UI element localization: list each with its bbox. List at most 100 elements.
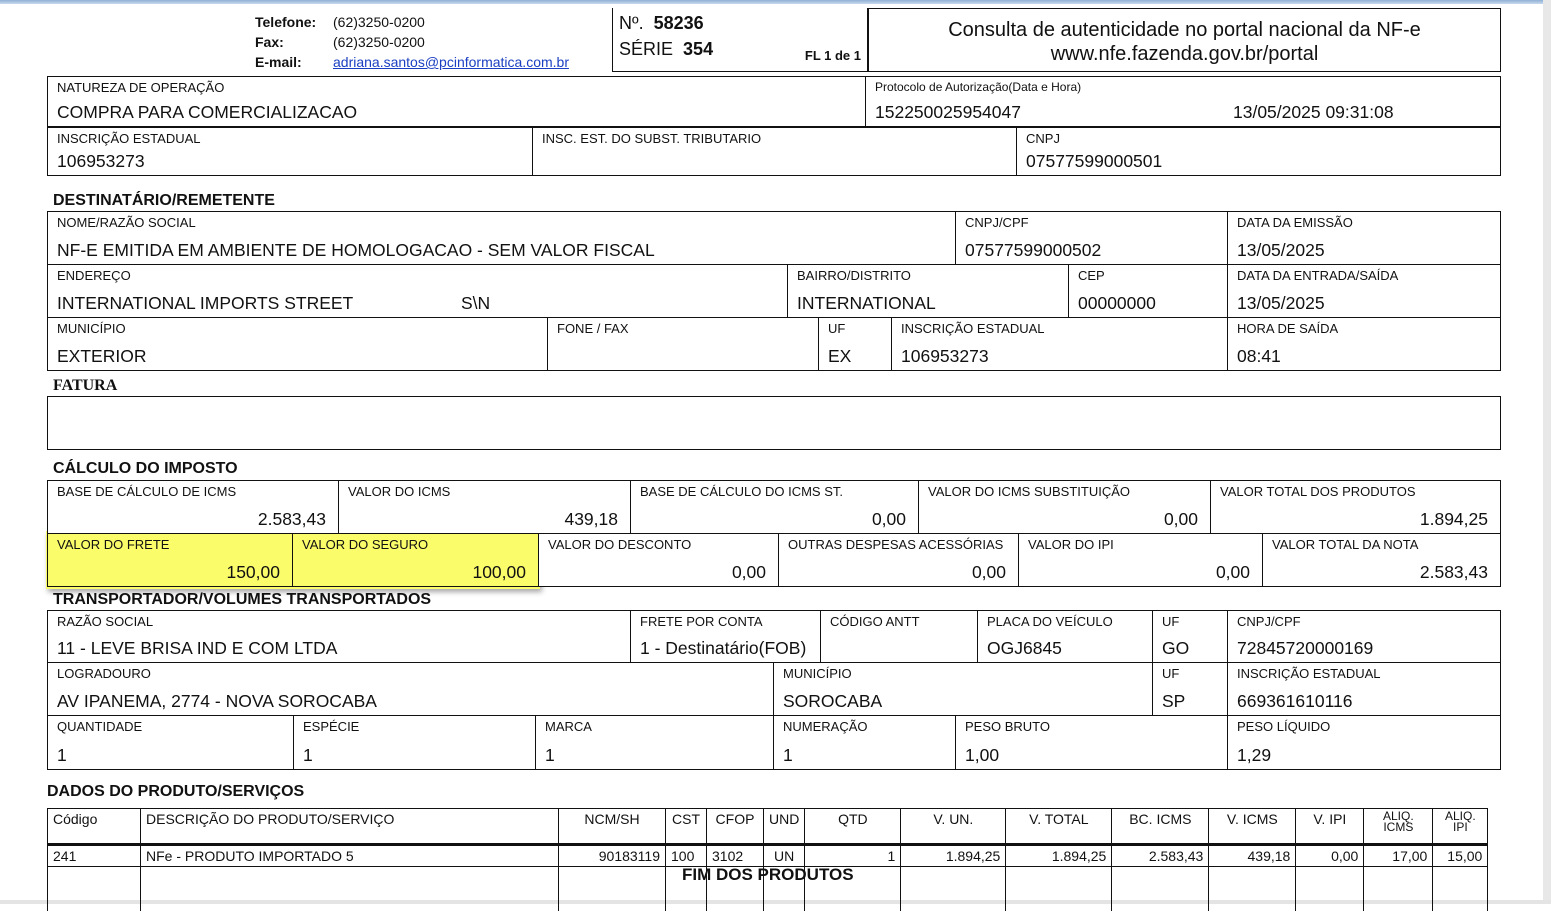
- imposto-seguro-label: VALOR DO SEGURO: [302, 537, 429, 552]
- imposto-seguro-field: VALOR DO SEGURO 100,00: [292, 533, 539, 587]
- fax: (62)3250-0200: [333, 34, 425, 50]
- transportador-placa-label: PLACA DO VEÍCULO: [987, 614, 1113, 629]
- imposto-outras-value: 0,00: [971, 562, 1006, 582]
- imposto-frete-label: VALOR DO FRETE: [57, 537, 170, 552]
- blank-cell: [558, 866, 666, 911]
- transportador-marca-value: 1: [545, 745, 555, 765]
- destinatario-nome-label: NOME/RAZÃO SOCIAL: [57, 215, 196, 230]
- column-header: ALIQ. ICMS: [1363, 808, 1434, 845]
- table-header-row: Código DESCRIÇÃO DO PRODUTO/SERVIÇO NCM/SH…: [47, 808, 1489, 845]
- destinatario-uf-field: UF EX: [818, 317, 892, 371]
- column-header: DESCRIÇÃO DO PRODUTO/SERVIÇO: [140, 808, 559, 845]
- imposto-bc-st-field: BASE DE CÁLCULO DO ICMS ST. 0,00: [630, 480, 919, 534]
- destinatario-nome-value: NF-E EMITIDA EM AMBIENTE DE HOMOLOGACAO …: [57, 240, 655, 260]
- table-cell: 90183119: [558, 844, 666, 867]
- destinatario-entrada-field: DATA DA ENTRADA/SAÍDA 13/05/2025: [1227, 264, 1501, 318]
- imposto-v-nota-field: VALOR TOTAL DA NOTA 2.583,43: [1262, 533, 1501, 587]
- serie-label: SÉRIE: [619, 39, 674, 59]
- transportador-especie-value: 1: [303, 745, 313, 765]
- imposto-v-nota-label: VALOR TOTAL DA NOTA: [1272, 537, 1419, 552]
- scrollbar[interactable]: [1543, 0, 1551, 904]
- transportador-numeracao-label: NUMERAÇÃO: [783, 719, 868, 734]
- table-cell: 3102: [706, 844, 764, 867]
- imposto-bc-icms-value: 2.583,43: [257, 509, 326, 529]
- consulta-text: Consulta de autenticidade no portal naci…: [948, 19, 1421, 41]
- transportador-frete-conta-field: FRETE POR CONTA 1 - Destinatário(FOB): [630, 610, 821, 663]
- emitente-natureza-field: NATUREZA DE OPERAÇÃO COMPRA PARA COMERCIA…: [47, 76, 866, 127]
- transportador-antt-field: CÓDIGO ANTT: [820, 610, 978, 663]
- transportador-peso-liquido-value: 1,29: [1237, 745, 1272, 765]
- imposto-bc-st-value: 0,00: [871, 509, 906, 529]
- window-top-bar: [0, 0, 1551, 4]
- telefone-label: Telefone:: [255, 14, 317, 30]
- blank-cell: [1111, 866, 1210, 911]
- transportador-uf1-label: UF: [1162, 614, 1180, 629]
- imposto-desconto-label: VALOR DO DESCONTO: [548, 537, 692, 552]
- imposto-v-prod-field: VALOR TOTAL DOS PRODUTOS 1.894,25: [1210, 480, 1501, 534]
- transportador-marca-label: MARCA: [545, 719, 592, 734]
- emitente-cnpj-label: CNPJ: [1026, 131, 1060, 146]
- table-cell: 439,18: [1208, 844, 1297, 867]
- imposto-v-prod-label: VALOR TOTAL DOS PRODUTOS: [1220, 484, 1416, 499]
- imposto-v-icms-field: VALOR DO ICMS 439,18: [338, 480, 631, 534]
- emitente-ie-st-field: INSC. EST. DO SUBST. TRIBUTARIO: [532, 127, 1017, 176]
- fim-dos-produtos: FIM DOS PRODUTOS: [682, 865, 854, 884]
- destinatario-municipio-field: MUNICÍPIO EXTERIOR: [47, 317, 548, 371]
- highlight-frete-seguro: [46, 531, 540, 589]
- destinatario-entrada-value: 13/05/2025: [1237, 293, 1325, 313]
- table-cell: 241: [47, 844, 141, 867]
- telefone: (62)3250-0200: [333, 14, 425, 30]
- column-header: V. IPI: [1295, 808, 1365, 845]
- numero-label: Nº.: [619, 13, 644, 33]
- imposto-v-st-value: 0,00: [1163, 509, 1198, 529]
- emitente-ie-st-label: INSC. EST. DO SUBST. TRIBUTARIO: [542, 131, 762, 146]
- emitente-protocolo-value: 152250025954047: [875, 102, 1021, 122]
- imposto-seguro-value: 100,00: [472, 562, 526, 582]
- transportador-cnpj-label: CNPJ/CPF: [1237, 614, 1301, 629]
- transportador-especie-field: ESPÉCIE 1: [293, 715, 536, 770]
- destinatario-fone-field: FONE / FAX: [547, 317, 819, 371]
- transportador-heading: TRANSPORTADOR/VOLUMES TRANSPORTADOS: [53, 591, 432, 608]
- imposto-v-icms-value: 439,18: [564, 509, 618, 529]
- email-link[interactable]: adriana.santos@pcinformatica.com.br: [333, 54, 569, 70]
- column-header: UND: [762, 808, 806, 845]
- transportador-quantidade-value: 1: [57, 745, 67, 765]
- emitente-ie-value: 106953273: [57, 151, 145, 171]
- destinatario-bairro-label: BAIRRO/DISTRITO: [797, 268, 911, 283]
- transportador-ie-label: INSCRIÇÃO ESTADUAL: [1237, 666, 1381, 681]
- transportador-quantidade-label: QUANTIDADE: [57, 719, 143, 734]
- destinatario-fone-label: FONE / FAX: [557, 321, 629, 336]
- fax-label: Fax:: [255, 34, 284, 50]
- transportador-frete-conta-value: 1 - Destinatário(FOB): [640, 638, 807, 658]
- table-cell: NFe - PRODUTO IMPORTADO 5: [140, 844, 559, 867]
- table-cell: 2.583,43: [1111, 844, 1210, 867]
- column-header: CST: [665, 808, 707, 845]
- transportador-peso-liquido-field: PESO LÍQUIDO 1,29: [1227, 715, 1501, 770]
- imposto-heading: CÁLCULO DO IMPOSTO: [53, 460, 238, 477]
- blank-cell: [804, 866, 902, 911]
- transportador-municipio-value: SOROCABA: [783, 691, 883, 711]
- destinatario-municipio-label: MUNICÍPIO: [57, 321, 126, 336]
- transportador-logradouro-field: LOGRADOURO AV IPANEMA, 2774 - NOVA SOROCA…: [47, 662, 774, 716]
- transportador-logradouro-value: AV IPANEMA, 2774 - NOVA SOROCABA: [57, 691, 377, 711]
- emitente-ie-field: INSCRIÇÃO ESTADUAL 106953273: [47, 127, 533, 176]
- imposto-v-nota-value: 2.583,43: [1419, 562, 1488, 582]
- protocolo-datetime: 13/05/2025 09:31:08: [1233, 102, 1394, 122]
- destinatario-emissao-value: 13/05/2025: [1237, 240, 1325, 260]
- table-cell: 1: [804, 844, 902, 867]
- destinatario-cep-label: CEP: [1078, 268, 1105, 283]
- destinatario-ie-value: 106953273: [901, 346, 989, 366]
- transportador-cnpj-field: CNPJ/CPF 72845720000169: [1227, 610, 1501, 663]
- invoice-number-box: Nº. 58236 SÉRIE 354 FL 1 de 1: [612, 8, 868, 72]
- blank-cell: [706, 866, 764, 911]
- emitente-protocolo-label: Protocolo de Autorização(Data e Hora): [875, 80, 1082, 94]
- imposto-ipi-value: 0,00: [1215, 562, 1250, 582]
- blank-cell: [47, 866, 141, 911]
- numero: 58236: [653, 13, 704, 33]
- transportador-peso-bruto-label: PESO BRUTO: [965, 719, 1051, 734]
- transportador-especie-label: ESPÉCIE: [303, 719, 360, 734]
- imposto-bc-st-label: BASE DE CÁLCULO DO ICMS ST.: [640, 484, 843, 499]
- transportador-razao-label: RAZÃO SOCIAL: [57, 614, 154, 629]
- destinatario-emissao-field: DATA DA EMISSÃO 13/05/2025: [1227, 211, 1501, 265]
- transportador-antt-label: CÓDIGO ANTT: [830, 614, 920, 629]
